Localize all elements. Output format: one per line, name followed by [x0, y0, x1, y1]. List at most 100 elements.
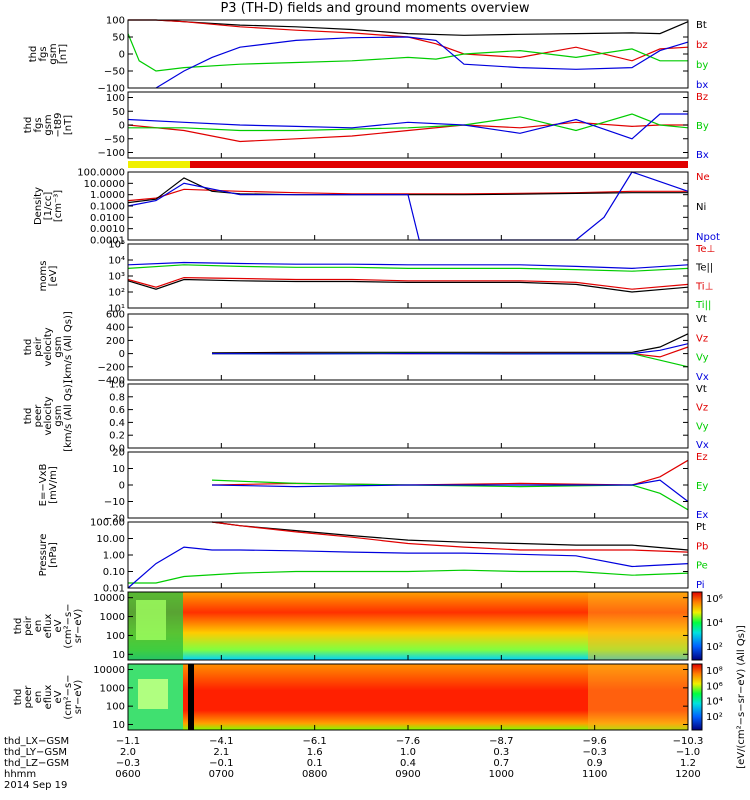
x-axis-value-hhmm: 0600 — [115, 769, 140, 780]
panel-peir_velocity: 600 400 200 0 −200 −400 thd peir velocity gsm [km/… — [23, 310, 709, 387]
y-axis-label-line: thd — [23, 339, 34, 356]
legend-Vt: Vt — [696, 384, 707, 395]
legend-Ti||: Ti|| — [695, 300, 711, 311]
y-axis-label-line: E=−VxB — [38, 464, 49, 507]
panel-pressure: 100.00 10.00 1.00 0.10 0.01 Pressure [nPa] Pt Pb… — [38, 518, 708, 595]
x-axis-value-hhmm: 0800 — [302, 769, 327, 780]
y-tick-label: −50 — [104, 134, 125, 145]
panel-frame — [127, 171, 689, 241]
y-tick-label: 0.4 — [109, 418, 125, 429]
legend-Vx: Vx — [696, 440, 709, 451]
legend-Bx: Bx — [696, 150, 709, 161]
y-tick-label: 100 — [106, 631, 125, 642]
y-tick-label: 600 — [106, 310, 125, 321]
y-axis-label-line: (cm²−s− — [63, 674, 74, 719]
y-axis-label-line: eflux — [43, 614, 54, 639]
panel-peir_en_eflux: 10000 1000 100 10 thd peir en eflux eV (cm²−s− sr−… — [13, 591, 689, 661]
y-axis-label: thd peer en eflux eV (cm²−s− sr−eV) — [13, 674, 84, 719]
y-axis-label-line: [nT] — [58, 44, 69, 64]
colorbar — [691, 591, 703, 661]
y-tick-label: 1.0 — [109, 380, 125, 391]
legend-Ez: Ez — [696, 452, 708, 463]
colorbar-tick-label: 10⁸ — [706, 666, 723, 677]
y-axis-label-line: [mV/m] — [48, 466, 59, 504]
x-axis-value-lx: −4.1 — [209, 736, 233, 747]
colorbar-axis-label: [eV/(cm²−s−sr−eV) (All Qs)] — [736, 625, 747, 769]
y-axis-label-line: fgs — [38, 46, 49, 61]
series-line-Ex — [211, 479, 689, 502]
x-axis-value-lx: −9.6 — [583, 736, 607, 747]
legend-Bz: Bz — [696, 92, 708, 103]
series-line-By — [128, 113, 689, 132]
y-axis-label-line: −t89 — [53, 112, 64, 137]
series-line-Vx — [211, 343, 689, 355]
y-axis-label: E=−VxB [mV/m] — [38, 464, 59, 507]
y-tick-label: 1.0000 — [90, 190, 125, 201]
x-axis-row-label: hhmm — [4, 769, 36, 780]
x-axis-value-lz: −0.1 — [209, 758, 233, 769]
legend-Ni: Ni — [696, 202, 706, 213]
x-axis-value-ly: 2.1 — [213, 747, 229, 758]
colorbar — [691, 663, 703, 731]
colorbar-tick-label: 10⁶ — [706, 594, 723, 605]
y-axis-label-line: [eV] — [48, 266, 59, 287]
y-axis-label-line: [km/s (All Qs)] — [63, 311, 74, 383]
legend-Vz: Vz — [696, 333, 708, 344]
y-tick-label: 100 — [106, 93, 125, 104]
series-line-Te|| — [127, 278, 689, 293]
x-axis-value-lz: 0.4 — [400, 758, 416, 769]
y-tick-label: 10.0000 — [84, 179, 125, 190]
y-tick-label: 0.6 — [109, 405, 125, 416]
x-axis-value-hhmm: 1200 — [675, 769, 700, 780]
y-tick-label: 0.0 — [109, 444, 125, 455]
y-tick-label: 0 — [119, 349, 125, 360]
plot-title: P3 (TH-D) fields and ground moments over… — [220, 1, 530, 16]
x-axis-value-lz: 1.2 — [680, 758, 696, 769]
y-axis-label-line: [cm⁻³] — [53, 190, 64, 222]
series-line-Ne — [127, 188, 688, 202]
y-tick-label: −100 — [98, 84, 125, 95]
y-axis-label-line: peer — [33, 404, 44, 428]
legend-Ex: Ex — [696, 510, 708, 521]
y-axis-label-line: thd — [28, 46, 39, 63]
spectrogram-low-flux-core — [138, 679, 168, 709]
y-tick-label: 0.8 — [109, 392, 125, 403]
y-axis-label-line: en — [33, 620, 44, 633]
legend-Pb: Pb — [696, 541, 708, 552]
y-tick-label: −400 — [98, 376, 125, 387]
y-axis-label-line: gsm — [43, 114, 54, 135]
series-line-Bx — [127, 113, 688, 140]
y-tick-label: 1.00 — [103, 551, 125, 562]
y-tick-label: 0.0100 — [90, 213, 125, 224]
legend-Vt: Vt — [696, 314, 707, 325]
panel-frame — [127, 521, 689, 589]
series-line-Ez — [211, 459, 689, 486]
y-axis-label: Density [1/cc] [cm⁻³] — [33, 187, 64, 225]
x-axis-row-label: 2014 Sep 19 — [4, 780, 67, 791]
x-axis-value-ly: 1.6 — [307, 747, 323, 758]
y-tick-label: 10 — [112, 720, 125, 731]
series-line-Te⊥ — [127, 276, 689, 290]
y-tick-label: 0.01 — [103, 584, 125, 595]
y-axis-label-line: [1/cc] — [43, 192, 54, 221]
x-axis-value-hhmm: 0900 — [395, 769, 420, 780]
mode-bar-slow — [128, 161, 190, 168]
y-axis-label-line: fgs — [33, 117, 44, 132]
series-line-Pb — [211, 521, 689, 553]
legend-by: by — [696, 60, 708, 71]
y-axis-label-line: thd — [13, 689, 24, 706]
panel-frame — [127, 313, 689, 381]
y-axis-label-line: velocity — [43, 396, 54, 435]
x-axis-value-lx: −1.1 — [116, 736, 140, 747]
y-axis-label-line: (cm²−s− — [63, 603, 74, 648]
series-line-Vt — [211, 333, 689, 354]
y-tick-label: 400 — [106, 323, 125, 334]
y-tick-label: 50 — [112, 107, 125, 118]
x-axis-value-ly: −0.3 — [583, 747, 607, 758]
y-tick-label: −200 — [98, 362, 125, 373]
panel-frame — [127, 91, 689, 159]
y-axis-label-line: eflux — [43, 685, 54, 710]
spectrogram-low-flux-core — [136, 600, 166, 640]
legend-Ne: Ne — [696, 172, 710, 183]
legend-Ey: Ey — [696, 481, 708, 492]
